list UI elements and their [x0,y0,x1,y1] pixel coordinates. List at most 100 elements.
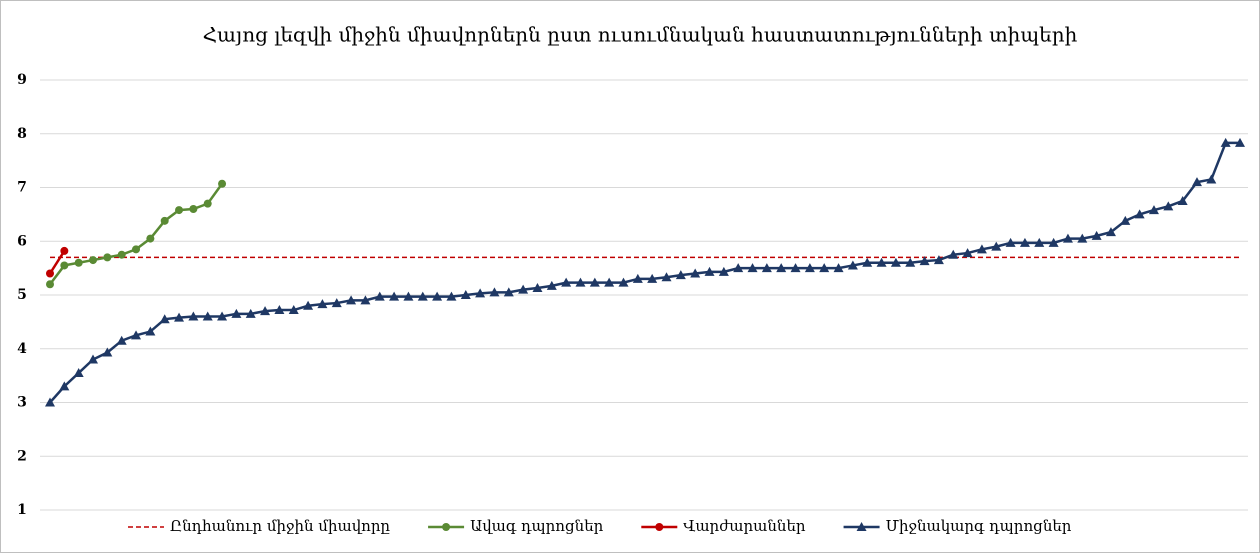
point [1191,177,1202,187]
point [589,277,600,287]
y-tick-label: 8 [17,126,27,142]
point [919,256,930,266]
point [74,258,83,267]
point [632,273,643,283]
point [976,244,987,254]
point [245,308,256,318]
point [146,234,155,243]
point [747,263,758,273]
point [1148,205,1159,215]
point [1177,195,1188,205]
point [690,268,701,278]
point [303,300,314,310]
point [1034,237,1045,247]
point [231,308,242,318]
point [60,246,69,255]
point [489,287,500,297]
legend-label: Միջնակարգ դպրոցներ [886,517,1072,535]
point [202,311,213,321]
point [89,256,98,265]
point [159,314,170,324]
point [856,522,867,531]
point [1048,237,1059,247]
point [374,291,385,301]
y-tick-label: 1 [17,502,27,518]
point [432,291,443,301]
point [790,263,801,273]
point [532,283,543,293]
y-tick-label: 2 [17,448,27,464]
point [1062,233,1073,243]
point [131,330,142,340]
point [1206,174,1217,184]
y-tick-label: 9 [17,72,27,88]
point [890,257,901,267]
point [819,263,830,273]
point [1105,227,1116,237]
legend-label: Վարժարաններ [683,517,806,535]
series-line [48,250,66,275]
point [145,326,156,336]
point [217,311,228,321]
point [346,295,357,305]
point [733,263,744,273]
point [389,291,400,301]
point [804,263,815,273]
legend-label: Ընդհանուր միջին միավորը [170,517,391,535]
point [1091,230,1102,240]
point [833,263,844,273]
point [1077,233,1088,243]
point [102,347,113,357]
point [518,284,529,294]
point [991,241,1002,251]
point [561,277,572,287]
point [175,206,184,215]
point [575,277,586,287]
point [59,381,70,391]
point [503,287,514,297]
point [188,311,199,321]
point [661,272,672,282]
point [460,290,471,299]
point [442,523,451,531]
point [288,305,299,315]
point [274,305,285,315]
point [1163,201,1174,211]
point [933,255,944,265]
point [117,250,126,259]
chart-title: Հայոց լեզվի միջին միավորներն ըստ ուսումն… [203,23,1078,47]
y-tick-label: 6 [17,233,27,249]
point [203,199,212,208]
y-tick-label: 3 [17,395,27,411]
y-tick-label: 7 [17,180,27,196]
point [88,354,99,364]
point [675,270,686,280]
point [446,291,457,301]
point [45,397,55,407]
point [776,263,787,273]
point [948,249,959,259]
point [905,257,916,267]
point [1120,215,1131,225]
point [73,367,84,377]
point [403,291,414,301]
point [1235,137,1245,147]
point [962,248,973,258]
point [132,245,141,254]
point [475,288,486,298]
point [761,263,772,273]
point [655,523,664,531]
point [862,257,873,267]
point [1220,137,1231,147]
point [46,269,54,278]
point [546,280,557,290]
point [604,277,615,287]
point [417,291,428,301]
point [160,216,169,225]
point [189,205,198,213]
y-tick-label: 5 [17,287,27,303]
point [704,266,715,276]
point [60,261,69,270]
